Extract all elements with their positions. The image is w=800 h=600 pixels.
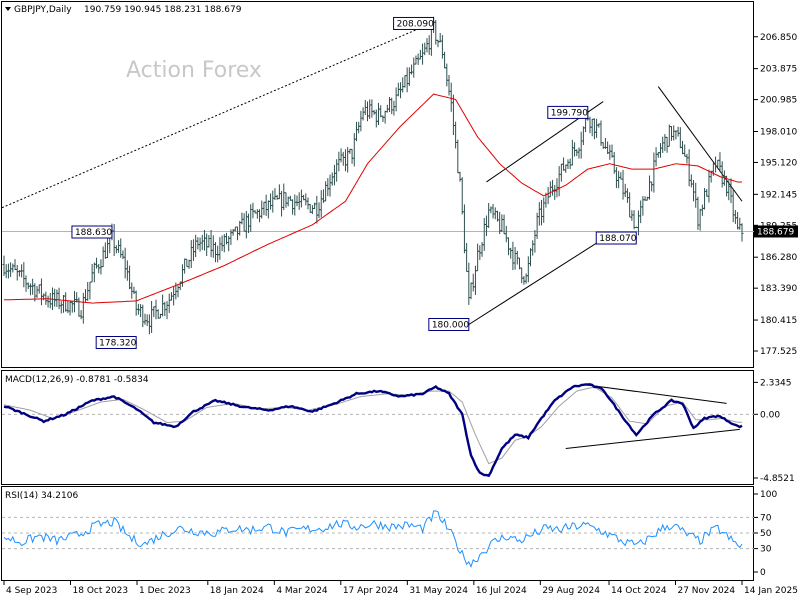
date-axis: 4 Sep 2023 18 Oct 2023 1 Dec 2023 18 Jan 20… (3, 581, 798, 596)
date-tick-label: 29 Aug 2024 (542, 586, 600, 596)
price-tick-label: 192.145 (760, 190, 797, 200)
date-tick-label: 4 Sep 2023 (6, 586, 57, 596)
moving-average-line (4, 93, 742, 304)
macd-grid (2, 383, 754, 450)
current-price-label: 188.679 (757, 227, 794, 237)
macd-upper-trendline (581, 383, 727, 404)
price-tick-label: 186.280 (760, 253, 797, 263)
price-annotations: 208.090 199.790 188.630 178.320 180.000 188.0… (71, 16, 637, 349)
macd-signal-line (3, 386, 742, 465)
annotation-box (547, 105, 589, 119)
date-tick-label: 18 Oct 2023 (73, 586, 129, 596)
price-tick-label: 203.875 (760, 65, 797, 75)
price-tick-label: 206.850 (760, 33, 797, 43)
annotation-label: 188.070 (599, 234, 636, 244)
rsi-tick-label: 70 (760, 513, 772, 523)
macd-line (3, 383, 743, 478)
date-tick-label: 16 Jul 2024 (476, 586, 527, 596)
annotation-label: 178.320 (99, 338, 136, 348)
annotation-label: 199.790 (551, 108, 588, 118)
rsi-tick-label: 50 (760, 529, 772, 539)
price-panel (1, 1, 754, 368)
annotation-box (428, 317, 470, 331)
annotation-box (393, 16, 435, 30)
ohlc-values: 190.759 190.945 188.231 188.679 (84, 5, 242, 15)
annotation-box (95, 335, 137, 349)
price-tick-label: 195.120 (760, 158, 797, 168)
macd-tick-label: -4.8521 (760, 474, 795, 484)
annotation-box (595, 231, 637, 245)
watermark: Action Forex (126, 58, 262, 83)
rsi-line (3, 510, 743, 568)
price-tick-label: 183.390 (760, 284, 797, 294)
rsi-tick-label: 100 (760, 490, 777, 500)
annotation-label: 208.090 (397, 19, 434, 29)
date-tick-label: 27 Nov 2024 (677, 586, 735, 596)
macd-panel (1, 370, 754, 485)
price-axis: 206.850 203.875 200.985 198.010 195.120 192.1… (754, 33, 798, 357)
macd-lower-trendline (565, 428, 740, 450)
collapse-arrow-icon[interactable] (5, 7, 11, 11)
current-price-box (754, 225, 798, 238)
price-tick-label: 180.415 (760, 316, 797, 326)
price-tick-label: 177.525 (760, 347, 797, 357)
date-tick-label: 18 Jan 2024 (210, 586, 264, 596)
rsi-tick-label: 0 (760, 568, 766, 578)
symbol-label: GBPJPY,Daily (14, 5, 72, 15)
rsi-grid (2, 516, 754, 550)
date-tick-label: 14 Oct 2024 (611, 586, 667, 596)
macd-axis: 2.3345 0.00 -4.8521 (754, 378, 795, 484)
annotation-label: 188.630 (75, 228, 112, 238)
date-tick-label: 4 Mar 2024 (276, 586, 328, 596)
price-tick-label: 198.010 (760, 127, 797, 137)
date-tick-label: 1 Dec 2023 (139, 586, 191, 596)
annotation-label: 180.000 (432, 320, 469, 330)
annotation-box (71, 225, 113, 239)
date-tick-label: 17 Apr 2024 (343, 586, 399, 596)
descending-trendline (657, 86, 743, 202)
date-tick-label: 31 May 2024 (409, 586, 468, 596)
channel-lower-line (468, 242, 597, 325)
rsi-title: RSI(14) 34.2106 (5, 491, 78, 501)
price-tick-label: 200.985 (760, 96, 797, 106)
rsi-tick-label: 30 (760, 545, 772, 555)
rsi-axis: 100 70 50 30 0 (754, 490, 777, 578)
macd-tick-label: 0.00 (760, 410, 780, 420)
macd-title: MACD(12,26,9) -0.8781 -0.5834 (5, 375, 149, 385)
date-tick-label: 14 Jan 2025 (744, 586, 798, 596)
macd-tick-label: 2.3345 (760, 378, 792, 388)
